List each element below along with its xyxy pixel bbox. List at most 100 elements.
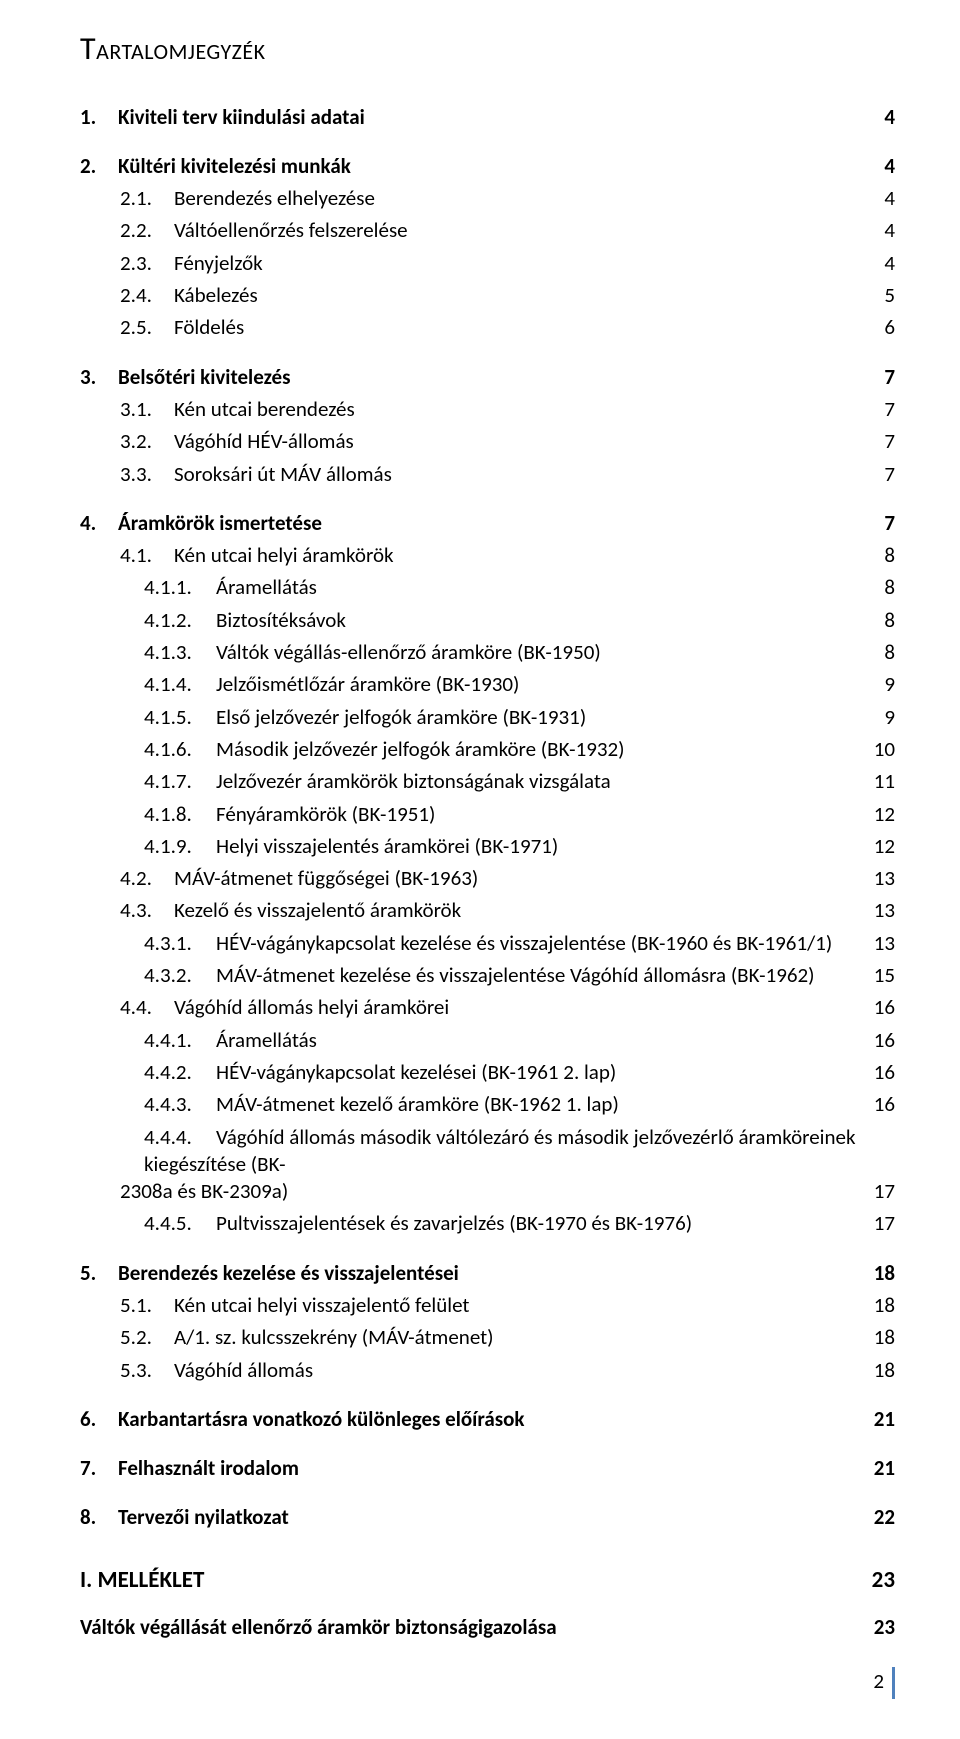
toc-label: Jelzővezér áramkörök biztonságának vizsg… <box>216 768 611 794</box>
page-title: Tartalomjegyzék <box>80 28 895 70</box>
toc-page: 21 <box>874 1455 895 1482</box>
toc-label: Biztosítéksávok <box>216 607 346 633</box>
toc-entry: 4.1.9.Helyi visszajelentés áramkörei (BK… <box>80 833 895 860</box>
toc-page: 7 <box>884 428 895 455</box>
toc-label: Felhasznált irodalom <box>118 1455 299 1481</box>
toc-number: 4.1.1. <box>144 574 216 601</box>
toc-page: 4 <box>884 104 895 131</box>
toc-number: 4. <box>80 510 118 537</box>
toc-entry: 4.1.5.Első jelzővezér jelfogók áramköre … <box>80 704 895 731</box>
toc-number: 4.4.4. <box>144 1124 216 1151</box>
toc-entry: 4.1.7.Jelzővezér áramkörök biztonságának… <box>80 768 895 795</box>
toc-entry: 3.2.Vágóhíd HÉV-állomás 7 <box>80 428 895 455</box>
toc-number: 3.2. <box>120 428 174 455</box>
toc-number: 4.4.3. <box>144 1091 216 1118</box>
toc-number: 4.1.4. <box>144 671 216 698</box>
footer-accent-bar <box>892 1667 895 1699</box>
toc-number: 4.3.1. <box>144 930 216 957</box>
toc-number: 4.4. <box>120 994 174 1021</box>
toc-entry: 4.3.2.MÁV-átmenet kezelése és visszajele… <box>80 962 895 989</box>
toc-label: Első jelzővezér jelfogók áramköre (BK-19… <box>216 704 586 730</box>
toc-number: 4.4.2. <box>144 1059 216 1086</box>
toc-number: 4.1.9. <box>144 833 216 860</box>
toc-number: 4.4.1. <box>144 1027 216 1054</box>
toc-label: Áramellátás <box>216 1027 317 1053</box>
toc-number: 4.1.2. <box>144 607 216 634</box>
toc-page: 16 <box>874 994 895 1021</box>
toc-label: Berendezés elhelyezése <box>174 185 375 211</box>
toc-number: 2.1. <box>120 185 174 212</box>
toc-entry: 4.1.2.Biztosítéksávok8 <box>80 607 895 634</box>
toc-number: 4.2. <box>120 865 174 892</box>
toc-page: 10 <box>874 736 895 763</box>
toc-page: 17 <box>874 1210 895 1237</box>
toc-label: Áramellátás <box>216 574 317 600</box>
toc-entry: 4.1.8.Fényáramkörök (BK-1951)12 <box>80 801 895 828</box>
toc-label: Fényjelzők <box>174 250 263 276</box>
toc-entry: 5.1.Kén utcai helyi visszajelentő felüle… <box>80 1292 895 1319</box>
toc-entry: 4.4.3.MÁV-átmenet kezelő áramköre (BK-19… <box>80 1091 895 1118</box>
toc-page: 7 <box>884 364 895 391</box>
toc-page: 7 <box>884 396 895 423</box>
toc-page: 6 <box>884 314 895 341</box>
toc-entry: 3.1.Kén utcai berendezés7 <box>80 396 895 423</box>
toc-number: 4.4.5. <box>144 1210 216 1237</box>
toc-label: Kén utcai helyi áramkörök <box>174 542 394 568</box>
toc-entry: 5.3.Vágóhíd állomás18 <box>80 1357 895 1384</box>
toc-entry: 2.1.Berendezés elhelyezése4 <box>80 185 895 212</box>
toc-number: 4.1.3. <box>144 639 216 666</box>
toc-page: 13 <box>874 930 895 957</box>
toc-number: 6. <box>80 1406 118 1433</box>
toc-number: 5.1. <box>120 1292 174 1319</box>
toc-label: Vágóhíd állomás <box>174 1357 313 1383</box>
toc-number: 3.1. <box>120 396 174 423</box>
toc-page: 22 <box>874 1504 895 1531</box>
toc-label: Kén utcai helyi visszajelentő felület <box>174 1292 469 1318</box>
toc-label: Áramkörök ismertetése <box>118 510 322 536</box>
toc-page: 17 <box>874 1178 895 1205</box>
toc-entry: 1.Kiviteli terv kiindulási adatai4 <box>80 104 895 131</box>
appendix-page: 23 <box>872 1566 895 1596</box>
toc-entry: 8.Tervezői nyilatkozat22 <box>80 1504 895 1531</box>
table-of-contents: 1.Kiviteli terv kiindulási adatai42.Kült… <box>80 104 895 1532</box>
toc-entry: 6.Karbantartásra vonatkozó különleges el… <box>80 1406 895 1433</box>
toc-label: Soroksári út MÁV állomás <box>174 461 392 487</box>
toc-page: 12 <box>874 801 895 828</box>
toc-label: A/1. sz. kulcsszekrény (MÁV-átmenet) <box>174 1324 494 1350</box>
toc-page: 16 <box>874 1059 895 1086</box>
toc-page: 8 <box>884 639 895 666</box>
toc-label: Váltók végállás-ellenőrző áramköre (BK-1… <box>216 639 601 665</box>
toc-number: 2.2. <box>120 217 174 244</box>
toc-page: 4 <box>884 153 895 180</box>
toc-entry: 2.4.Kábelezés5 <box>80 282 895 309</box>
toc-label: MÁV-átmenet függőségei (BK-1963) <box>174 865 478 891</box>
toc-page: 18 <box>874 1292 895 1319</box>
toc-page: 12 <box>874 833 895 860</box>
toc-label: Helyi visszajelentés áramkörei (BK-1971) <box>216 833 558 859</box>
toc-entry: 4.Áramkörök ismertetése7 <box>80 510 895 537</box>
toc-entry: 3.Belsőtéri kivitelezés7 <box>80 364 895 391</box>
toc-number: 3.3. <box>120 461 174 488</box>
toc-number: 1. <box>80 104 118 131</box>
toc-page: 15 <box>874 962 895 989</box>
footer-page-number: 2 <box>873 1668 884 1695</box>
toc-label: Vágóhíd állomás helyi áramkörei <box>174 994 449 1020</box>
toc-number: 5.2. <box>120 1324 174 1351</box>
toc-number: 4.3.2. <box>144 962 216 989</box>
toc-page: 11 <box>874 768 895 795</box>
toc-page: 13 <box>874 897 895 924</box>
toc-page: 9 <box>884 671 895 698</box>
toc-page: 21 <box>874 1406 895 1433</box>
appendix-heading: I. MELLÉKLET 23 <box>80 1566 895 1596</box>
toc-entry: 4.1.1.Áramellátás 8 <box>80 574 895 601</box>
toc-label: MÁV-átmenet kezelése és visszajelentése … <box>216 962 815 988</box>
toc-label: Földelés <box>174 314 244 340</box>
toc-number: 5. <box>80 1260 118 1287</box>
toc-entry: 4.1.4.Jelzőismétlőzár áramköre (BK-1930)… <box>80 671 895 698</box>
toc-page: 13 <box>874 865 895 892</box>
toc-number: 2.4. <box>120 282 174 309</box>
toc-page: 8 <box>884 574 895 601</box>
toc-label: Második jelzővezér jelfogók áramköre (BK… <box>216 736 625 762</box>
toc-entry: 2.3.Fényjelzők4 <box>80 250 895 277</box>
toc-label: Vágóhíd HÉV-állomás <box>174 428 354 454</box>
